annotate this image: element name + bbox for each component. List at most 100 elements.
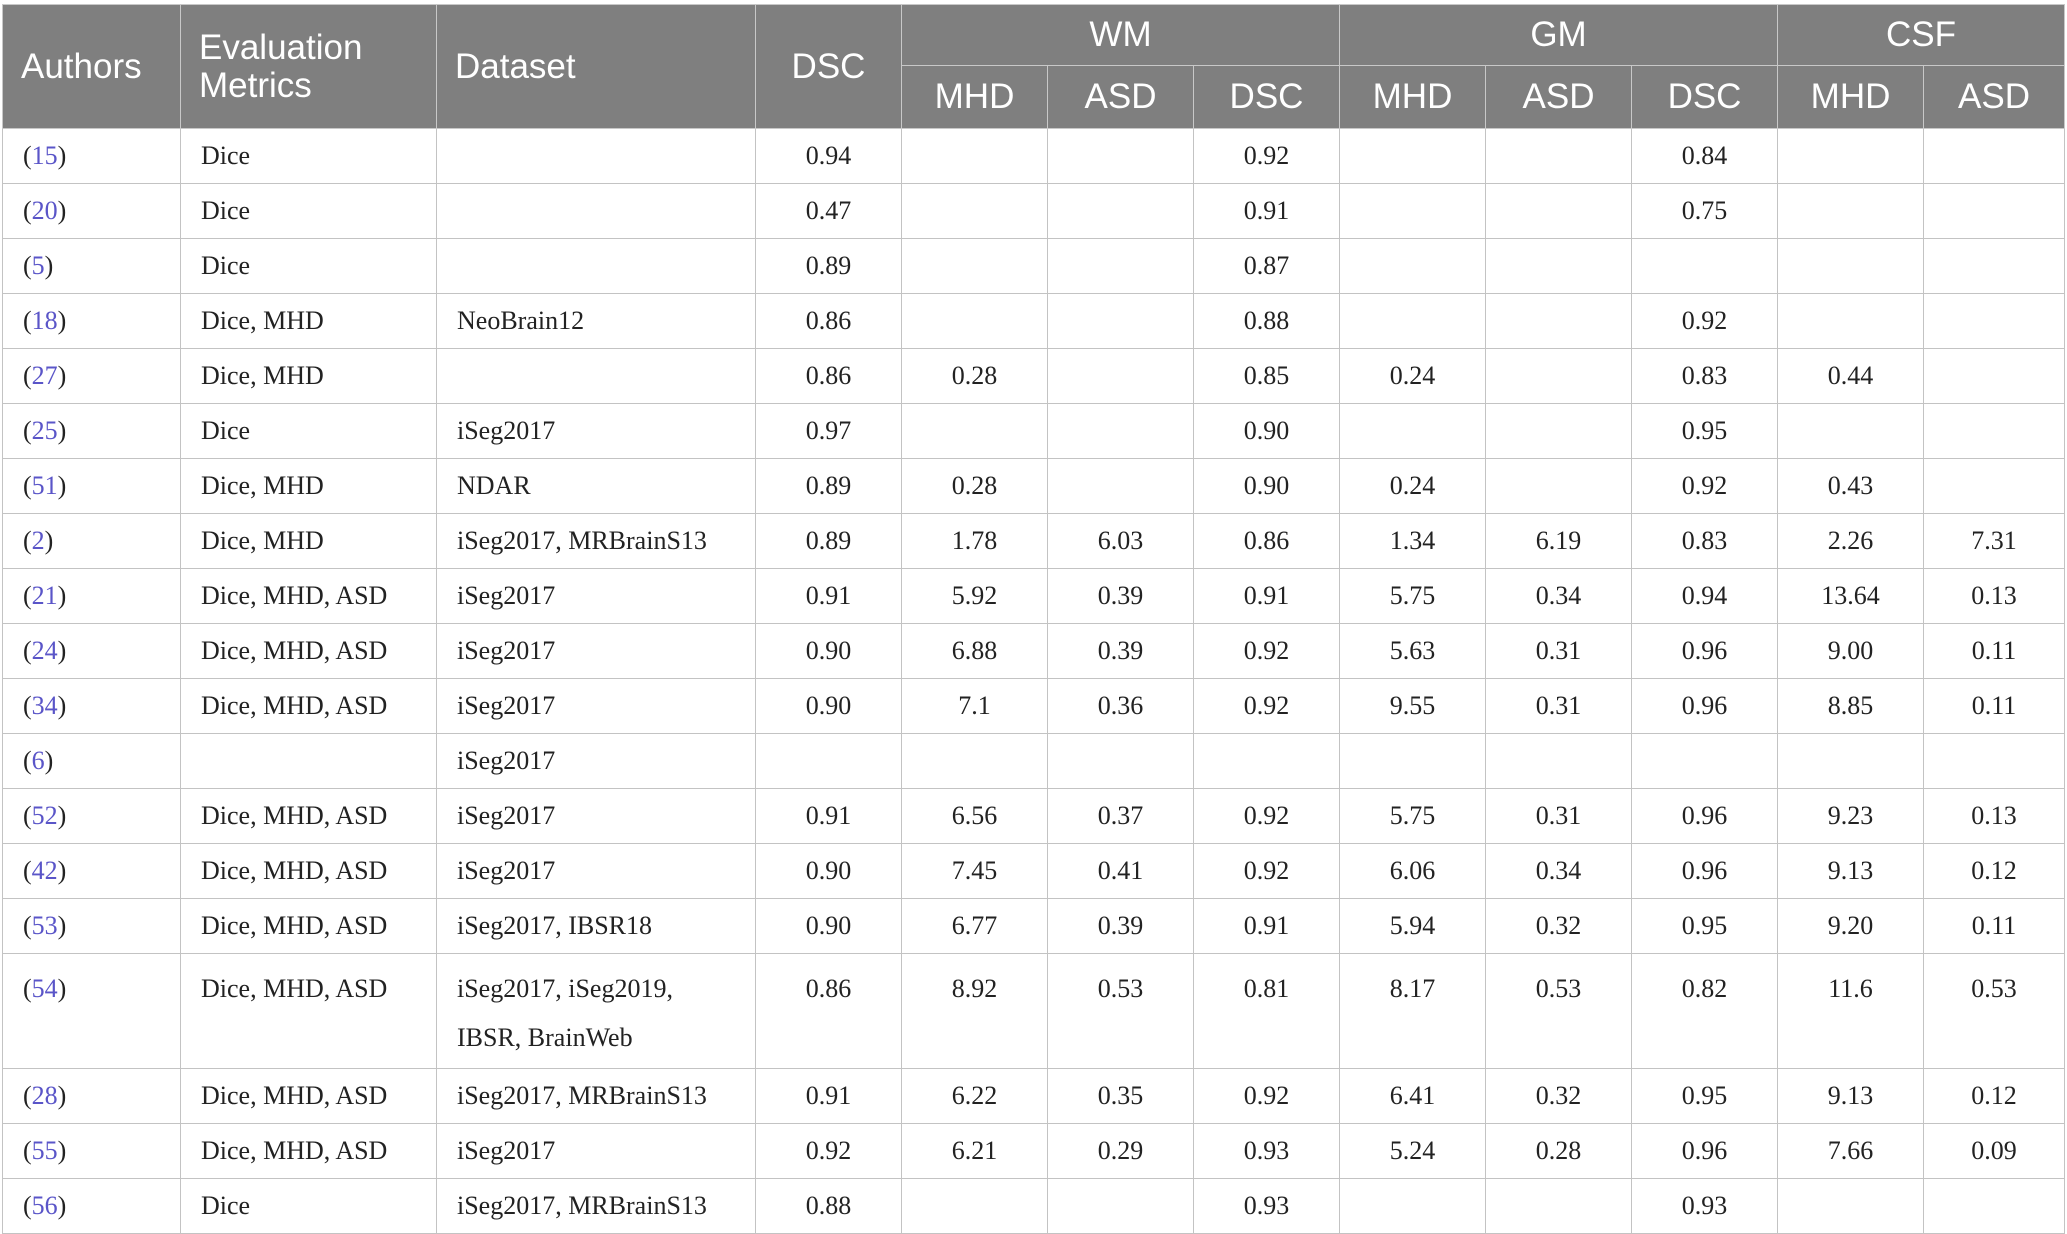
cell-value: [755, 733, 902, 789]
cell-evaluation-metrics: Dice, MHD: [180, 348, 437, 404]
cell-value: 6.21: [901, 1123, 1048, 1179]
cell-value: [1047, 403, 1194, 459]
cell-value: [1339, 403, 1487, 459]
cell-value: [1485, 1178, 1633, 1234]
cell-value: 0.28: [901, 458, 1048, 514]
cell-value: [1485, 733, 1633, 789]
cell-value: [1485, 458, 1633, 514]
header-sub-column: MHD: [1339, 65, 1487, 129]
cell-value: 5.92: [901, 568, 1048, 624]
reference-link[interactable]: 15: [31, 141, 58, 170]
cell-evaluation-metrics: Dice, MHD: [180, 293, 437, 349]
cell-value: 6.41: [1339, 1068, 1487, 1124]
cell-evaluation-metrics: Dice: [180, 403, 437, 459]
cell-value: 0.90: [755, 898, 902, 954]
cell-author: (55): [2, 1123, 181, 1179]
reference-link[interactable]: 5: [31, 251, 45, 280]
reference-link[interactable]: 24: [31, 636, 58, 665]
cell-evaluation-metrics: Dice, MHD, ASD: [180, 568, 437, 624]
reference-link[interactable]: 28: [31, 1081, 58, 1110]
cell-value: [1047, 293, 1194, 349]
table-row: (2) Dice, MHD iSeg2017, MRBrainS13 0.89 1.78…: [2, 513, 2066, 569]
dataset-line: iSeg2017: [457, 636, 556, 665]
reference-link[interactable]: 55: [31, 1136, 58, 1165]
reference-link[interactable]: 20: [31, 196, 58, 225]
reference-link[interactable]: 6: [31, 746, 45, 775]
reference-link[interactable]: 2: [31, 526, 45, 555]
cell-value: 0.39: [1047, 623, 1194, 679]
cell-evaluation-metrics: Dice, MHD, ASD: [180, 953, 437, 1069]
cell-value: 0.90: [1192, 403, 1341, 459]
cell-value: 0.92: [1192, 843, 1341, 899]
cell-value: 0.96: [1631, 1123, 1779, 1179]
reference-link[interactable]: 52: [31, 801, 58, 830]
cell-value: 0.32: [1485, 1068, 1633, 1124]
cell-value: [1923, 1178, 2066, 1234]
reference-link[interactable]: 56: [31, 1191, 58, 1220]
cell-value: 0.88: [755, 1178, 902, 1234]
cell-value: 1.34: [1339, 513, 1487, 569]
reference-link[interactable]: 27: [31, 361, 58, 390]
cell-author: (54): [2, 953, 181, 1069]
cell-author: (25): [2, 403, 181, 459]
cell-value: 0.96: [1631, 623, 1779, 679]
cell-value: 0.47: [755, 183, 902, 239]
cell-dataset: iSeg2017, MRBrainS13: [436, 1068, 756, 1124]
reference-link[interactable]: 25: [31, 416, 58, 445]
cell-evaluation-metrics: Dice, MHD: [180, 458, 437, 514]
table-row: (20) Dice 0.47 0.91 0.75: [2, 183, 2066, 239]
table-row: (6) iSeg2017: [2, 733, 2066, 789]
cell-value: [901, 293, 1048, 349]
cell-value: 0.92: [1192, 623, 1341, 679]
cell-value: 0.90: [1192, 458, 1341, 514]
cell-value: [901, 128, 1048, 184]
cell-value: 5.75: [1339, 788, 1487, 844]
cell-value: 8.85: [1777, 678, 1925, 734]
cell-value: 11.6: [1777, 953, 1925, 1069]
cell-value: 6.22: [901, 1068, 1048, 1124]
cell-value: [1339, 733, 1487, 789]
cell-value: 0.44: [1777, 348, 1925, 404]
cell-value: 9.55: [1339, 678, 1487, 734]
cell-value: 0.92: [1631, 293, 1779, 349]
dataset-line: iSeg2017: [457, 746, 556, 775]
header-sub-column: DSC: [1631, 65, 1779, 129]
reference-link[interactable]: 21: [31, 581, 58, 610]
cell-value: 1.78: [901, 513, 1048, 569]
dataset-line: NeoBrain12: [457, 306, 585, 335]
header-evaluation-metrics-line1: Evaluation: [199, 27, 363, 67]
cell-value: 0.81: [1192, 953, 1341, 1069]
cell-value: [1485, 348, 1633, 404]
table-row: (34) Dice, MHD, ASD iSeg2017 0.90 7.1 0.36 0.9…: [2, 678, 2066, 734]
cell-evaluation-metrics: Dice, MHD, ASD: [180, 1123, 437, 1179]
cell-value: 0.31: [1485, 788, 1633, 844]
cell-value: 0.90: [755, 623, 902, 679]
reference-link[interactable]: 51: [31, 471, 58, 500]
cell-value: 0.12: [1923, 1068, 2066, 1124]
cell-value: 9.13: [1777, 843, 1925, 899]
reference-link[interactable]: 18: [31, 306, 58, 335]
cell-value: 0.92: [1192, 788, 1341, 844]
cell-value: 0.92: [1631, 458, 1779, 514]
header-sub-column: MHD: [901, 65, 1048, 129]
cell-value: [1339, 293, 1487, 349]
reference-link[interactable]: 53: [31, 911, 58, 940]
cell-value: 0.91: [1192, 568, 1341, 624]
cell-value: 9.20: [1777, 898, 1925, 954]
cell-evaluation-metrics: Dice, MHD, ASD: [180, 898, 437, 954]
cell-value: 0.09: [1923, 1123, 2066, 1179]
table-row: (42) Dice, MHD, ASD iSeg2017 0.90 7.45 0.41 0.…: [2, 843, 2066, 899]
cell-value: 9.13: [1777, 1068, 1925, 1124]
reference-link[interactable]: 54: [31, 974, 58, 1003]
cell-value: 6.88: [901, 623, 1048, 679]
cell-author: (21): [2, 568, 181, 624]
cell-dataset: iSeg2017: [436, 403, 756, 459]
cell-value: 6.77: [901, 898, 1048, 954]
dataset-line: iSeg2017, MRBrainS13: [457, 1191, 707, 1220]
cell-value: [1192, 733, 1341, 789]
header-sub-column: ASD: [1485, 65, 1633, 129]
cell-value: 0.37: [1047, 788, 1194, 844]
reference-link[interactable]: 34: [31, 691, 58, 720]
cell-value: 5.63: [1339, 623, 1487, 679]
reference-link[interactable]: 42: [31, 856, 58, 885]
